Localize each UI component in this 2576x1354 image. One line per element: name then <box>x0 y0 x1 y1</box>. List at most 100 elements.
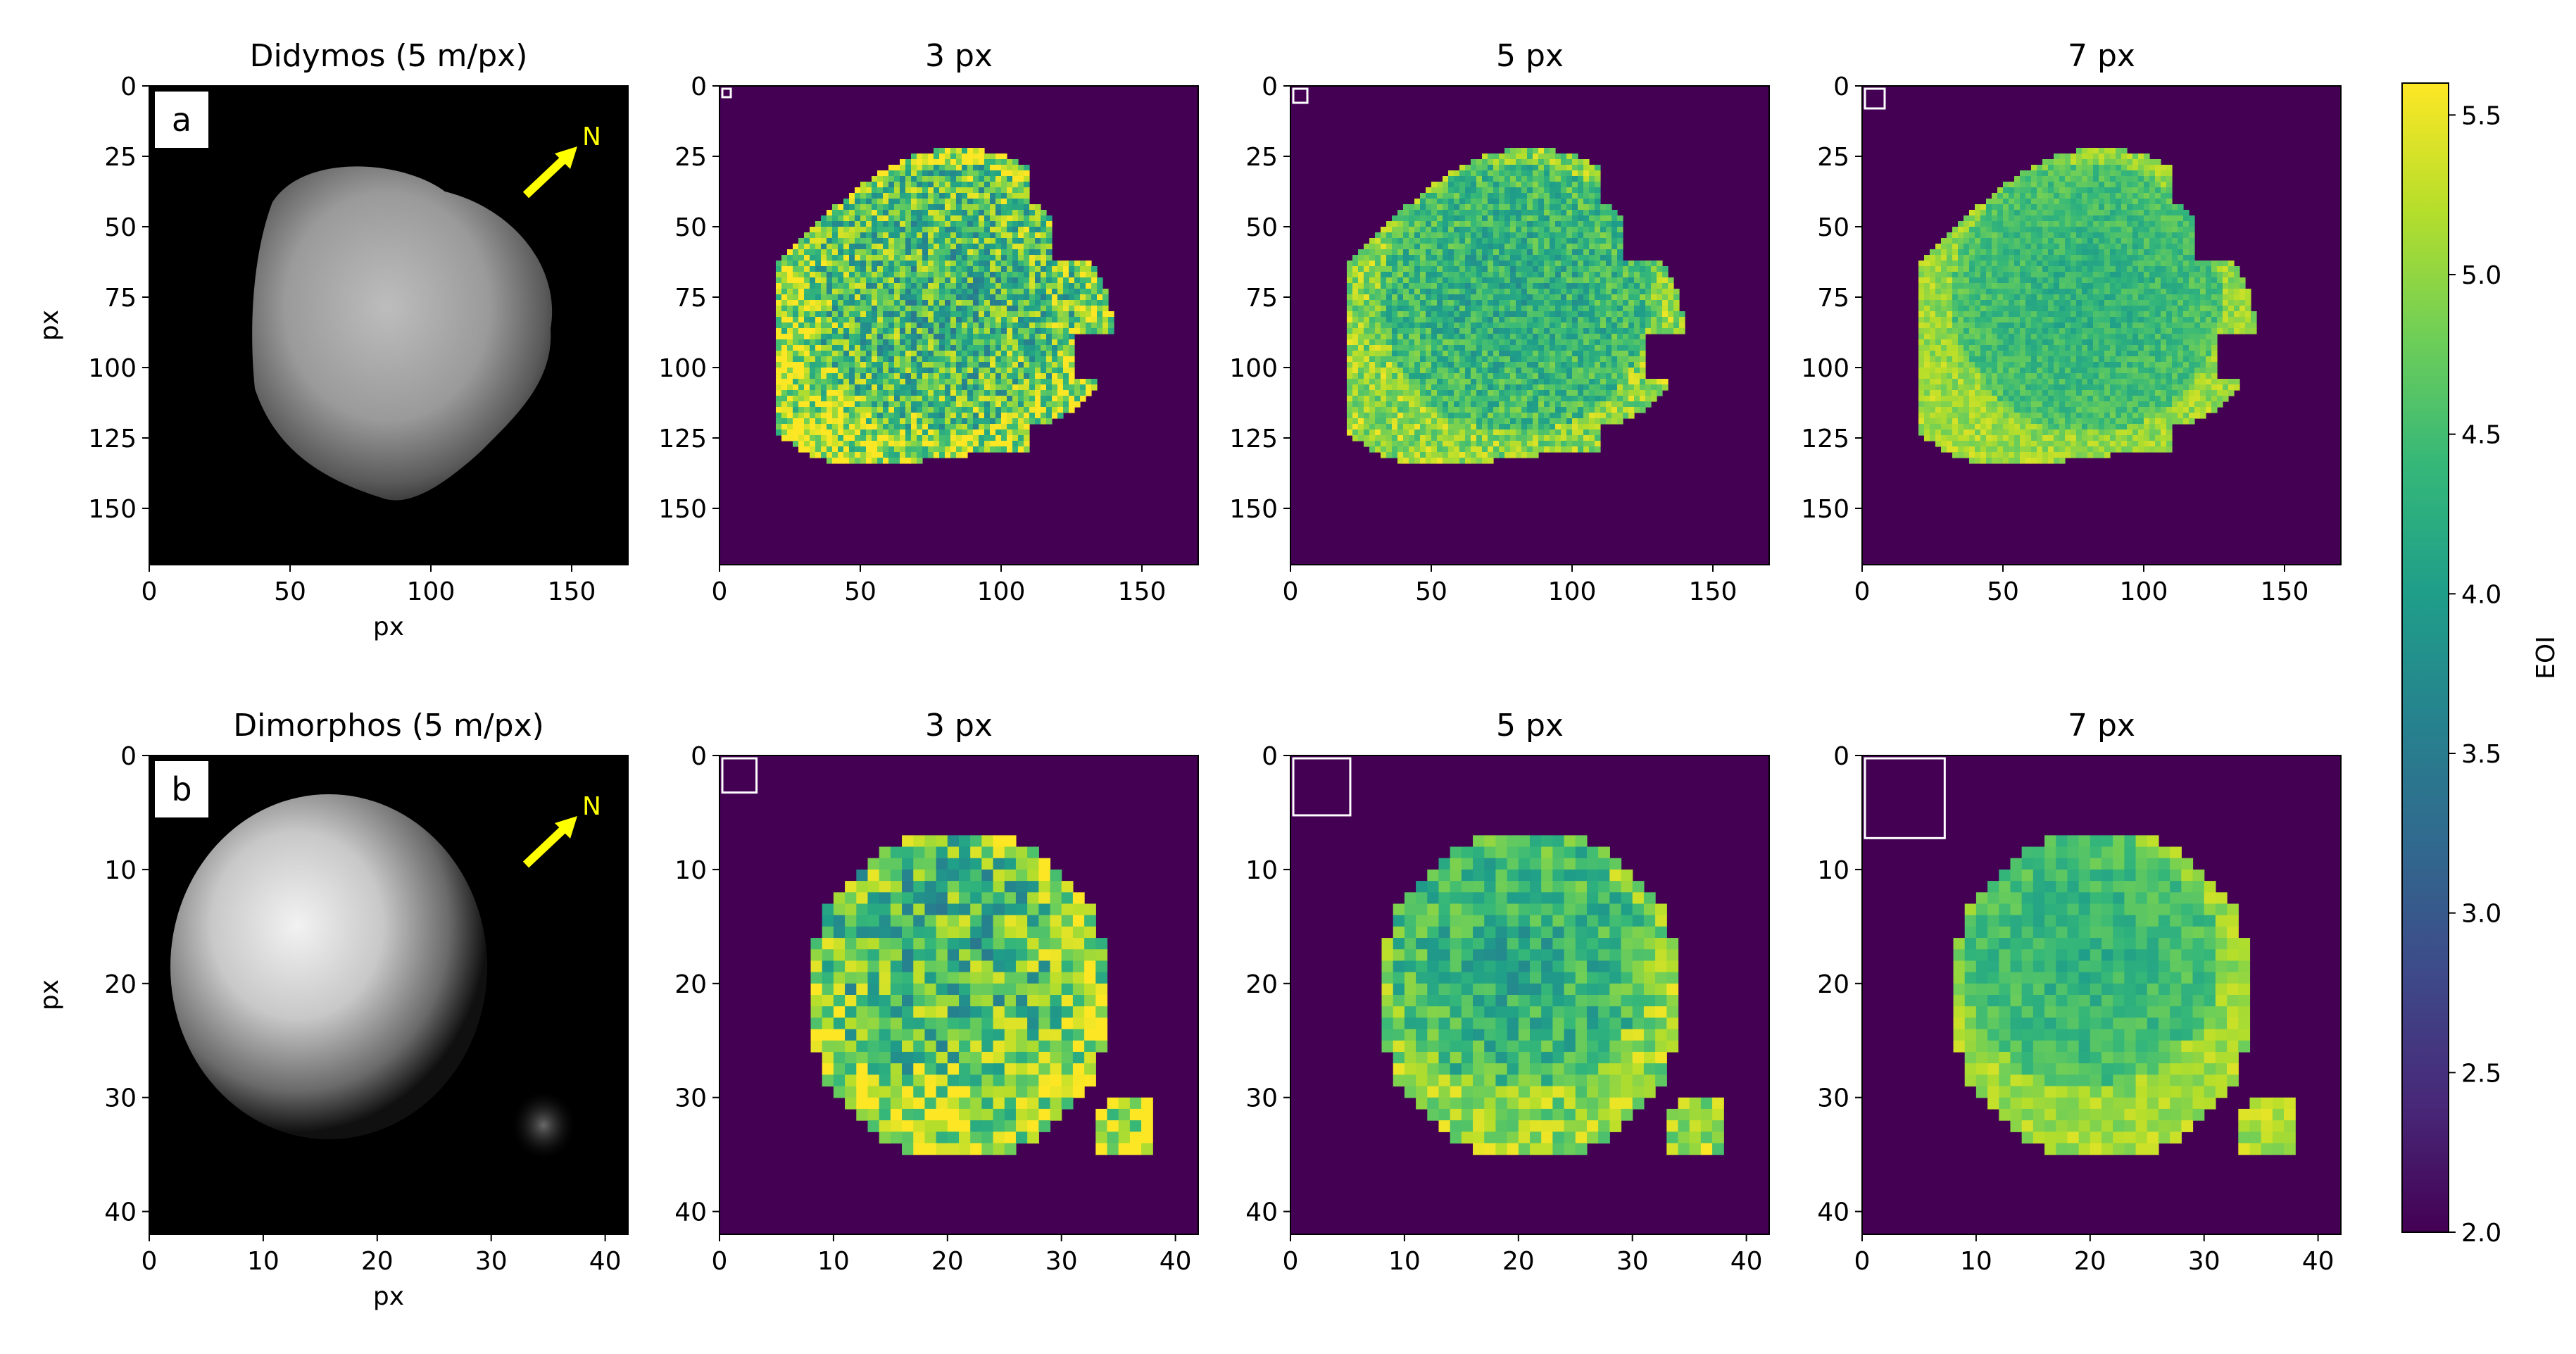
heatmap-cell <box>1482 356 1488 363</box>
heatmap-cell <box>1024 368 1030 374</box>
heatmap-cell <box>1538 148 1545 154</box>
heatmap-cell <box>984 170 991 177</box>
heatmap-cell <box>945 362 951 368</box>
heatmap-cell <box>979 159 985 165</box>
heatmap-cell <box>1086 390 1092 396</box>
heatmap-cell <box>1437 283 1443 289</box>
heatmap-cell <box>967 204 974 211</box>
heatmap-cell <box>860 215 867 222</box>
heatmap-cell <box>1403 413 1409 419</box>
heatmap-cell <box>1459 182 1466 188</box>
heatmap-cell <box>1566 413 1573 419</box>
heatmap-cell <box>1063 277 1069 284</box>
heatmap-cell <box>1086 328 1092 334</box>
heatmap-cell <box>1499 356 1505 363</box>
heatmap-cell <box>979 373 985 380</box>
heatmap-cell <box>1600 407 1607 413</box>
heatmap-cell <box>821 294 827 301</box>
heatmap-cell <box>872 345 878 351</box>
heatmap-cell <box>1403 306 1409 312</box>
heatmap-cell <box>1448 289 1455 295</box>
heatmap-cell <box>1386 424 1393 430</box>
heatmap-cell <box>1589 311 1595 318</box>
heatmap-cell <box>1572 351 1578 357</box>
heatmap-cell <box>1679 311 1685 318</box>
heatmap-cell <box>928 311 934 318</box>
heatmap-cell <box>1007 384 1013 391</box>
heatmap-cell <box>1572 396 1578 402</box>
heatmap-cell <box>883 339 889 346</box>
heatmap-cell <box>1561 193 1567 199</box>
heatmap-cell <box>877 413 884 419</box>
heatmap-cell <box>1426 272 1432 278</box>
heatmap-cell <box>877 452 884 458</box>
heatmap-cell <box>804 232 810 239</box>
heatmap-cell <box>979 418 985 425</box>
heatmap-cell <box>1578 368 1584 374</box>
heatmap-cell <box>1493 390 1500 396</box>
heatmap-cell <box>1086 317 1092 323</box>
heatmap-cell <box>1595 407 1601 413</box>
heatmap-cell <box>894 182 900 188</box>
heatmap-cell <box>843 379 850 385</box>
heatmap-cell <box>1437 306 1443 312</box>
heatmap-cell <box>1595 277 1601 284</box>
heatmap-cell <box>810 227 816 233</box>
heatmap-cell <box>1651 289 1657 295</box>
heatmap-cell <box>1069 356 1075 363</box>
heatmap-cell <box>1414 221 1421 227</box>
heatmap-cell <box>1521 384 1528 391</box>
heatmap-cell <box>928 210 934 216</box>
heatmap-cell <box>1001 322 1007 329</box>
heatmap-cell <box>939 368 945 374</box>
heatmap-cell <box>962 441 968 447</box>
heatmap-cell <box>1448 300 1455 306</box>
heatmap-cell <box>1589 424 1595 430</box>
heatmap-cell <box>1443 193 1449 199</box>
heatmap-cell <box>1414 215 1421 222</box>
heatmap-cell <box>984 384 991 391</box>
heatmap-cell <box>1555 238 1562 244</box>
heatmap-cell <box>922 322 929 329</box>
heatmap-cell <box>1527 379 1533 385</box>
heatmap-cell <box>1476 283 1483 289</box>
heatmap-cell <box>1566 317 1573 323</box>
heatmap-cell <box>1578 255 1584 261</box>
heatmap-cell <box>1628 368 1635 374</box>
heatmap-cell <box>911 261 917 267</box>
heatmap-cell <box>1057 261 1064 267</box>
heatmap-cell <box>1035 266 1041 272</box>
heatmap-cell <box>1510 176 1516 182</box>
heatmap-cell <box>1454 294 1460 301</box>
heatmap-cell <box>821 322 827 329</box>
heatmap-cell <box>1572 210 1578 216</box>
heatmap-cell <box>849 339 855 346</box>
heatmap-cell <box>934 446 940 453</box>
heatmap-cell <box>1499 204 1505 211</box>
heatmap-cell <box>1521 244 1528 250</box>
heatmap-cell <box>872 356 878 363</box>
heatmap-cell <box>1527 176 1533 182</box>
heatmap-cell <box>1041 238 1047 244</box>
heatmap-cell <box>1046 418 1053 425</box>
heatmap-cell <box>1611 413 1618 419</box>
heatmap-cell <box>1409 283 1415 289</box>
heatmap-cell <box>866 238 872 244</box>
heatmap-cell <box>787 334 793 340</box>
heatmap-cell <box>939 176 945 182</box>
heatmap-cell <box>1358 317 1364 323</box>
heatmap-cell <box>1029 401 1036 408</box>
heatmap-cell <box>1369 396 1376 402</box>
heatmap-cell <box>967 249 974 256</box>
heatmap-cell <box>995 435 1002 441</box>
heatmap-cell <box>979 345 985 351</box>
heatmap-cell <box>1397 215 1404 222</box>
heatmap-cell <box>990 373 996 380</box>
heatmap-cell <box>967 187 974 194</box>
heatmap-cell <box>838 368 844 374</box>
heatmap-cell <box>793 277 799 284</box>
heatmap-cell <box>810 311 816 318</box>
heatmap-cell <box>1544 204 1550 211</box>
heatmap-cell <box>1561 199 1567 205</box>
heatmap-cell <box>1381 322 1387 329</box>
